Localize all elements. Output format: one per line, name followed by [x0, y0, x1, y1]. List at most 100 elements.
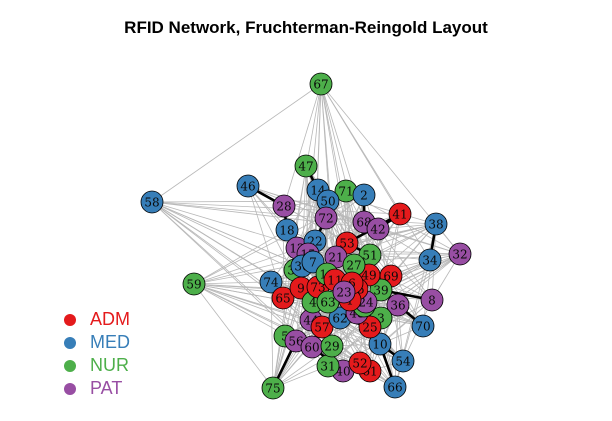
node-circle	[261, 376, 285, 400]
node-54: 54	[391, 349, 415, 373]
node-circle	[182, 272, 206, 296]
node-label: 4	[309, 296, 317, 310]
edge	[312, 301, 396, 388]
node-label: 36	[390, 299, 405, 313]
node-label: 27	[346, 259, 361, 273]
node-circle	[320, 334, 344, 358]
node-34: 34	[418, 248, 442, 272]
legend-dot-icon	[64, 359, 76, 372]
legend-label: ADM	[90, 309, 130, 329]
node-60: 60	[300, 335, 324, 359]
node-circle	[294, 154, 318, 178]
edge	[272, 299, 433, 389]
edge	[369, 254, 424, 327]
node-label: 54	[395, 355, 411, 369]
node-label: 6	[348, 277, 356, 291]
node-label: 71	[338, 185, 353, 199]
node-label: 49	[361, 269, 376, 283]
node-62: 62	[328, 306, 352, 330]
node-label: 66	[387, 381, 402, 395]
node-label: 34	[422, 254, 438, 268]
edge	[270, 281, 274, 389]
node-70: 70	[411, 314, 435, 338]
node-38: 38	[424, 212, 448, 236]
edge	[320, 83, 431, 261]
legend-item-adm: ADM	[64, 308, 130, 331]
node-label: 7	[309, 256, 317, 270]
node-label: 50	[320, 195, 335, 209]
node-circle	[369, 278, 393, 302]
node-label: 69	[383, 270, 398, 284]
edge	[151, 200, 329, 203]
node-10: 10	[368, 332, 392, 356]
edge	[151, 83, 322, 203]
node-67: 67	[309, 72, 333, 96]
node-57: 57	[310, 315, 334, 339]
legend-dot-icon	[64, 382, 76, 395]
node-label: 67	[313, 78, 328, 92]
node-label: 53	[339, 237, 354, 251]
node-label: 23	[336, 286, 351, 300]
node-75: 75	[261, 376, 285, 400]
node-circle	[272, 194, 296, 218]
node-63: 63	[316, 290, 340, 314]
node-32: 32	[448, 242, 472, 266]
node-label: 51	[362, 249, 377, 263]
node-label: 74	[263, 276, 279, 290]
node-65: 65	[271, 286, 295, 310]
legend-dot-icon	[64, 313, 76, 326]
legend-label: MED	[90, 332, 130, 352]
legend-item-med: MED	[64, 331, 130, 354]
legend-dot-icon	[64, 336, 76, 349]
node-label: 18	[279, 224, 294, 238]
node-circle	[352, 183, 376, 207]
node-label: 59	[186, 278, 201, 292]
node-circle	[366, 217, 390, 241]
node-label: 65	[275, 292, 290, 306]
edge	[377, 228, 461, 255]
legend-item-nur: NUR	[64, 354, 130, 377]
node-46: 46	[236, 174, 260, 198]
node-circle	[411, 314, 435, 338]
node-circle	[259, 270, 283, 294]
node-label: 3	[377, 312, 385, 326]
node-label: 9	[297, 282, 305, 296]
node-41: 41	[388, 202, 412, 226]
legend-item-pat: PAT	[64, 377, 130, 400]
node-label: 38	[428, 218, 443, 232]
node-label: 60	[304, 341, 319, 355]
node-36: 36	[386, 293, 410, 317]
node-42: 42	[366, 217, 390, 241]
edge	[320, 83, 370, 276]
node-circle	[309, 72, 333, 96]
node-circle	[388, 202, 412, 226]
node-2: 2	[352, 183, 376, 207]
node-label: 8	[428, 294, 436, 308]
node-label: 2	[360, 189, 368, 203]
node-circle	[314, 206, 338, 230]
node-circle	[236, 174, 260, 198]
node-29: 29	[320, 334, 344, 358]
node-label: 41	[392, 208, 407, 222]
node-circle	[140, 190, 164, 214]
node-label: 46	[240, 180, 255, 194]
node-label: 21	[328, 251, 343, 265]
node-label: 52	[352, 357, 367, 371]
node-59: 59	[182, 272, 206, 296]
node-28: 28	[272, 194, 296, 218]
node-label: 10	[372, 338, 387, 352]
node-label: 42	[370, 223, 385, 237]
legend: ADM MED NUR PAT	[64, 308, 130, 400]
edge	[151, 201, 303, 267]
node-66: 66	[383, 375, 407, 399]
node-50: 50	[316, 189, 340, 213]
node-circle	[386, 293, 410, 317]
node-label: 70	[415, 320, 430, 334]
legend-label: PAT	[90, 378, 123, 398]
edge	[193, 283, 274, 389]
edge	[394, 304, 399, 388]
node-label: 57	[314, 321, 329, 335]
node-circle	[383, 375, 407, 399]
